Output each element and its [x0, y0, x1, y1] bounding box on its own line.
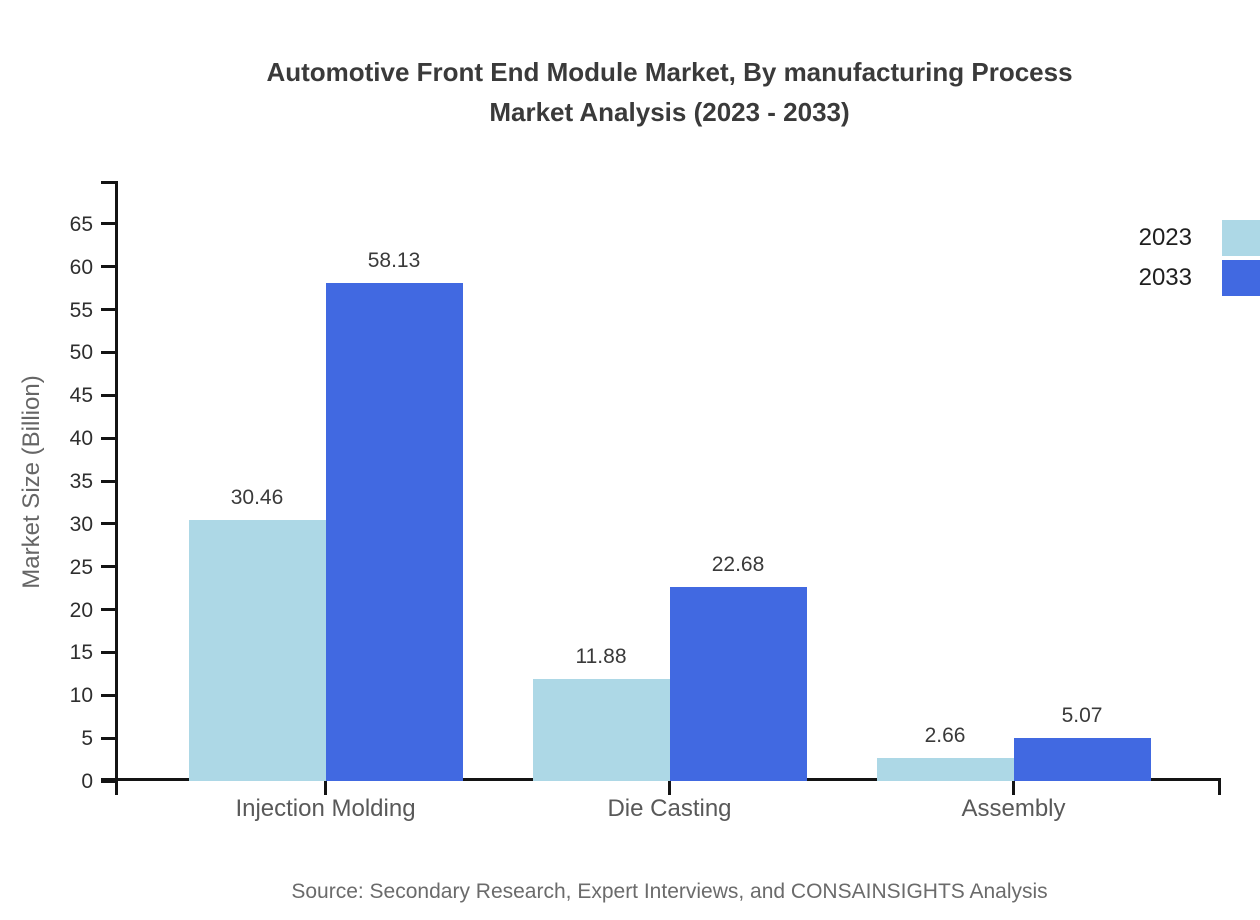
y-tick-50	[101, 350, 115, 354]
legend-swatch-2033	[1222, 260, 1260, 296]
y-tick-20	[101, 608, 115, 612]
y-axis-top-cap	[101, 181, 115, 184]
y-tick-label-60: 60	[69, 255, 93, 279]
value-label-2033-injection-molding: 58.13	[367, 248, 421, 272]
x-axis-end-cap	[1218, 781, 1221, 795]
x-tick-injection-molding	[324, 781, 327, 795]
bar-2033-die-casting	[669, 586, 807, 781]
x-tick-die-casting	[668, 781, 671, 795]
value-label-2033-die-casting: 22.68	[711, 552, 765, 576]
legend-label-2023: 2023	[1138, 224, 1192, 251]
category-label-assembly: Assembly	[961, 795, 1066, 822]
x-tick-assembly	[1012, 781, 1015, 795]
y-tick-30	[101, 522, 115, 526]
y-tick-15	[101, 650, 115, 654]
y-tick-label-15: 15	[69, 641, 93, 665]
y-tick-55	[101, 308, 115, 312]
category-label-injection-molding: Injection Molding	[235, 795, 416, 822]
y-tick-65	[101, 222, 115, 226]
y-tick-label-55: 55	[69, 298, 93, 322]
bar-2033-assembly	[1013, 737, 1151, 781]
y-tick-35	[101, 479, 115, 483]
y-tick-label-25: 25	[69, 555, 93, 579]
y-tick-label-5: 5	[81, 727, 93, 751]
value-label-2033-assembly: 5.07	[1061, 703, 1103, 727]
bar-2023-injection-molding	[188, 519, 326, 781]
y-tick-label-20: 20	[69, 598, 93, 622]
legend-swatch-2023	[1222, 220, 1260, 256]
y-tick-40	[101, 436, 115, 440]
legend: 2023 2033	[1139, 220, 1260, 300]
y-tick-0	[101, 779, 115, 783]
y-tick-label-45: 45	[69, 384, 93, 408]
value-label-2023-die-casting: 11.88	[575, 645, 627, 669]
y-tick-label-10: 10	[69, 684, 93, 708]
y-tick-10	[101, 693, 115, 697]
bar-2033-injection-molding	[325, 282, 463, 781]
y-tick-label-35: 35	[69, 470, 93, 493]
y-tick-label-50: 50	[69, 341, 93, 365]
bar-2023-assembly	[876, 758, 1014, 781]
y-tick-label-30: 30	[69, 512, 93, 536]
y-axis-line	[115, 181, 118, 795]
chart-title-line1: Automotive Front End Module Market, By m…	[266, 57, 1073, 87]
y-tick-label-65: 65	[69, 212, 93, 236]
category-label-die-casting: Die Casting	[607, 795, 732, 822]
value-label-2023-injection-molding: 30.46	[230, 485, 284, 509]
legend-label-2033: 2033	[1138, 264, 1192, 291]
y-tick-label-0: 0	[81, 770, 93, 793]
y-tick-label-40: 40	[69, 427, 93, 451]
y-tick-25	[101, 565, 115, 569]
legend-item-2033: 2033	[1139, 260, 1260, 296]
y-tick-5	[101, 736, 115, 740]
chart-title: Automotive Front End Module Market, By m…	[118, 52, 1221, 132]
value-label-2023-assembly: 2.66	[924, 724, 966, 748]
bar-2023-die-casting	[532, 679, 670, 781]
y-tick-60	[101, 265, 115, 269]
y-tick-45	[101, 393, 115, 397]
source-text: Source: Secondary Research, Expert Inter…	[291, 880, 1048, 903]
legend-item-2023: 2023	[1139, 220, 1260, 256]
chart-title-line2: Market Analysis (2023 - 2033)	[489, 97, 850, 127]
